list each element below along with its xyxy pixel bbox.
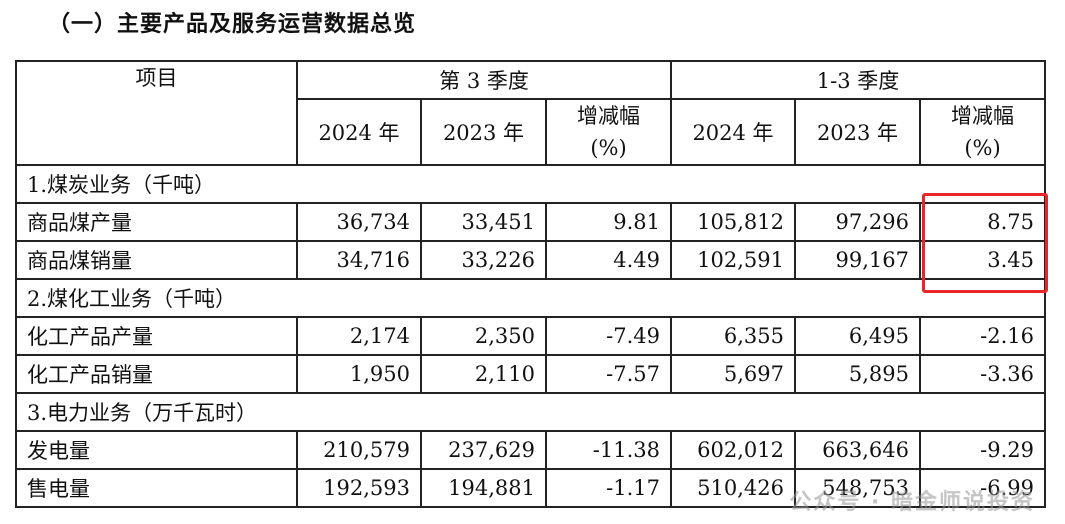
operating-data-table: 项目 第 3 季度 1-3 季度 2024 年 2023 年 增减幅 (%) 2… [15, 60, 1046, 508]
header-ytd-change-unit: (%) [964, 136, 1001, 160]
row-label: 化工产品产量 [15, 316, 298, 356]
section-title: 1.煤炭业务（千吨） [15, 164, 1046, 204]
ytd-2024-value: 102,591 [670, 240, 796, 280]
row-label: 售电量 [15, 468, 298, 508]
section-title: 3.电力业务（万千瓦时） [15, 392, 1046, 432]
ytd-2023-value: 5,895 [794, 354, 921, 394]
header-q3-change-unit: (%) [590, 136, 627, 160]
ytd-2024-value: 6,355 [670, 316, 796, 356]
ytd-change-value: 3.45 [919, 240, 1046, 280]
page-title: （一）主要产品及服务运营数据总览 [48, 12, 417, 37]
section-row-power: 3.电力业务（万千瓦时） [15, 392, 1046, 432]
q3-2024-value: 210,579 [296, 430, 422, 470]
ytd-2023-value: 548,753 [794, 468, 921, 508]
header-q3-change: 增减幅 (%) [545, 98, 672, 166]
q3-change-value: -11.38 [545, 430, 672, 470]
header-ytd-change-label: 增减幅 [951, 104, 1014, 128]
q3-2023-value: 2,350 [420, 316, 547, 356]
row-label: 商品煤产量 [15, 202, 298, 242]
q3-change-value: 9.81 [545, 202, 672, 242]
ytd-2024-value: 510,426 [670, 468, 796, 508]
table-row: 售电量 192,593 194,881 -1.17 510,426 548,75… [15, 468, 1046, 508]
header-q3: 第 3 季度 [296, 60, 672, 100]
q3-change-value: -1.17 [545, 468, 672, 508]
header-row-2: 2024 年 2023 年 增减幅 (%) 2024 年 2023 年 增减幅 … [16, 98, 1046, 166]
row-label: 商品煤销量 [15, 240, 298, 280]
ytd-2023-value: 6,495 [794, 316, 921, 356]
row-label: 化工产品销量 [15, 354, 298, 394]
watermark: 公众号 · 暗金师说投资 [789, 490, 1035, 515]
ytd-2024-value: 5,697 [670, 354, 796, 394]
ytd-change-value: -2.16 [919, 316, 1046, 356]
ytd-2023-value: 663,646 [794, 430, 921, 470]
header-item: 项目 [15, 60, 298, 166]
row-label: 发电量 [15, 430, 298, 470]
q3-2023-value: 33,226 [420, 240, 547, 280]
table-row: 发电量 210,579 237,629 -11.38 602,012 663,6… [15, 430, 1046, 470]
q3-2024-value: 2,174 [296, 316, 422, 356]
q3-2024-value: 1,950 [296, 354, 422, 394]
header-q3-2024: 2024 年 [296, 98, 422, 166]
header-ytd-change: 增减幅 (%) [919, 98, 1046, 166]
table-row: 化工产品产量 2,174 2,350 -7.49 6,355 6,495 -2.… [15, 316, 1046, 356]
ytd-change-value: -3.36 [919, 354, 1046, 394]
header-ytd: 1-3 季度 [670, 60, 1046, 100]
highlight-box [922, 193, 1048, 293]
ytd-change-value: -9.29 [919, 430, 1046, 470]
table-row: 商品煤产量 36,734 33,451 9.81 105,812 97,296 … [15, 202, 1046, 242]
q3-2023-value: 2,110 [420, 354, 547, 394]
q3-2023-value: 33,451 [420, 202, 547, 242]
q3-2023-value: 237,629 [420, 430, 547, 470]
section-title: 2.煤化工业务（千吨） [15, 278, 1046, 318]
section-row-coal: 1.煤炭业务（千吨） [15, 164, 1046, 204]
q3-2024-value: 192,593 [296, 468, 422, 508]
ytd-2023-value: 97,296 [794, 202, 921, 242]
header-ytd-2024: 2024 年 [670, 98, 796, 166]
q3-change-value: 4.49 [545, 240, 672, 280]
q3-change-value: -7.49 [545, 316, 672, 356]
header-ytd-2023: 2023 年 [794, 98, 921, 166]
ytd-2024-value: 105,812 [670, 202, 796, 242]
q3-2023-value: 194,881 [420, 468, 547, 508]
header-q3-change-label: 增减幅 [577, 104, 640, 128]
q3-change-value: -7.57 [545, 354, 672, 394]
q3-2024-value: 34,716 [296, 240, 422, 280]
table-row: 商品煤销量 34,716 33,226 4.49 102,591 99,167 … [15, 240, 1046, 280]
ytd-2023-value: 99,167 [794, 240, 921, 280]
q3-2024-value: 36,734 [296, 202, 422, 242]
header-row-1: 项目 第 3 季度 1-3 季度 [15, 60, 1046, 166]
table-row: 化工产品销量 1,950 2,110 -7.57 5,697 5,895 -3.… [15, 354, 1046, 394]
ytd-2024-value: 602,012 [670, 430, 796, 470]
section-row-chemical: 2.煤化工业务（千吨） [15, 278, 1046, 318]
header-q3-2023: 2023 年 [420, 98, 547, 166]
ytd-change-value: 8.75 [919, 202, 1046, 242]
ytd-change-value: -6.99 [919, 468, 1046, 508]
